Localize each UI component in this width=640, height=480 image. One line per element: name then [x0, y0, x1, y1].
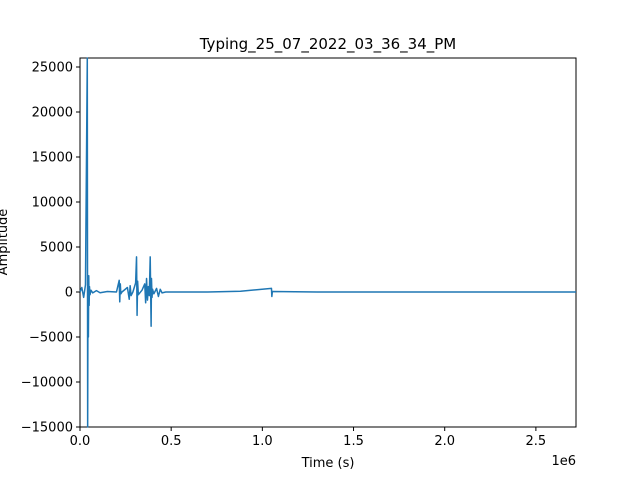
y-axis-ticks: −15000 −10000 −5000 0 5000 10000 15000 20000 250…	[21, 61, 80, 436]
y-tick-label: −5000	[29, 331, 73, 346]
x-tick-label: 1.0	[252, 434, 273, 449]
series-line-0	[79, 57, 576, 428]
x-tick-label: 0.0	[70, 434, 91, 449]
chart-title: Typing_25_07_2022_03_36_34_PM	[199, 35, 457, 54]
plot-area-frame	[79, 57, 577, 428]
y-tick-label: −15000	[21, 421, 73, 436]
y-tick-label: 0	[65, 286, 73, 301]
x-tick-label: 2.0	[434, 434, 455, 449]
y-tick-label: 5000	[40, 241, 73, 256]
y-tick-label: −10000	[21, 376, 73, 391]
x-tick-label: 2.5	[526, 434, 547, 449]
x-tick-label: 0.5	[161, 434, 182, 449]
x-axis-label: Time (s)	[301, 456, 355, 471]
x-tick-label: 1.5	[343, 434, 364, 449]
y-tick-label: 25000	[32, 61, 73, 76]
data-layer	[79, 57, 576, 428]
y-tick-label: 10000	[32, 196, 73, 211]
y-tick-label: 20000	[32, 106, 73, 121]
y-tick-label: 15000	[32, 151, 73, 166]
x-axis-scale-label: 1e6	[551, 454, 576, 469]
y-axis-label: Amplitude	[0, 209, 11, 276]
x-axis-ticks: 0.0 0.5 1.0 1.5 2.0 2.5	[70, 427, 547, 449]
